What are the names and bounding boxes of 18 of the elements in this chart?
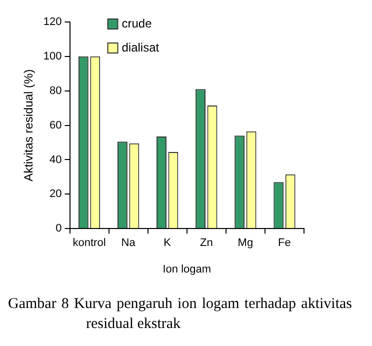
y-tick-label: 80 <box>50 84 62 97</box>
x-tick-label: K <box>164 237 172 250</box>
y-tick-label: 100 <box>43 50 62 62</box>
x-tick-label: Na <box>121 237 136 250</box>
y-tick-label: 0 <box>56 222 62 235</box>
legend-label: crude <box>122 16 152 30</box>
x-tick-label: Mg <box>238 237 254 250</box>
y-tick-label: 120 <box>43 16 62 28</box>
legend-label: dialisat <box>122 40 160 54</box>
x-tick-label: Fe <box>278 237 291 250</box>
x-tick-label: Zn <box>200 237 213 250</box>
y-tick-label: 40 <box>50 154 62 166</box>
y-axis-title: Aktivitas residual (%) <box>22 69 36 182</box>
text: Gambar 8 Kurva pengaruh ion logam terhadap aktivitas residual ekstrak <box>8 295 353 334</box>
x-tick-label: kontrol <box>72 237 106 250</box>
y-tick-label: 60 <box>50 119 62 132</box>
x-axis-title: Ion logam <box>162 263 212 276</box>
y-tick-label: 20 <box>50 188 62 200</box>
